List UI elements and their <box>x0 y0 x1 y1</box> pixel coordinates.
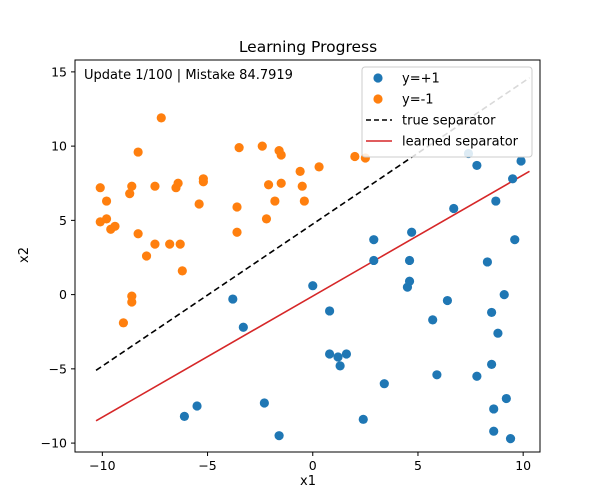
x-axis-label: x1 <box>300 474 316 489</box>
positive-point <box>482 257 492 267</box>
negative-point <box>198 174 208 184</box>
legend-label-negative: y=-1 <box>402 93 434 108</box>
y-axis-label: x2 <box>17 247 32 263</box>
positive-point <box>505 434 516 444</box>
negative-point <box>350 151 360 162</box>
x-tick-label: 5 <box>414 458 422 473</box>
plot-frame <box>74 59 541 453</box>
negative-point <box>270 196 280 206</box>
positive-point <box>324 306 335 316</box>
positive-point <box>238 322 248 332</box>
positive-point <box>369 255 379 266</box>
negative-point <box>276 178 286 188</box>
legend-label-positive: y=+1 <box>402 72 440 87</box>
legend-label-true-separator: true separator <box>402 114 496 129</box>
positive-point <box>472 371 482 381</box>
negative-point <box>173 178 183 188</box>
legend-marker-positive <box>373 73 383 83</box>
negative-point <box>165 239 175 249</box>
positive-point <box>449 203 459 214</box>
y-tick-label: 0 <box>59 287 67 302</box>
positive-point <box>487 307 497 318</box>
learned-separator-line <box>95 170 530 422</box>
positive-point <box>510 235 520 245</box>
positive-point <box>179 411 190 421</box>
negative-point <box>150 181 160 191</box>
negative-point <box>232 202 242 212</box>
legend-marker-negative <box>373 94 383 104</box>
legend-label-learned-separator: learned separator <box>402 135 519 150</box>
negative-point <box>127 297 137 307</box>
negative-point <box>133 147 143 157</box>
positive-point <box>493 328 503 338</box>
positive-point <box>432 370 442 380</box>
positive-point <box>324 349 335 359</box>
positive-point <box>379 379 389 389</box>
negative-point <box>257 141 267 151</box>
negative-point <box>150 239 160 249</box>
negative-point <box>261 214 272 224</box>
negative-point <box>299 196 309 206</box>
x-tick-label: −5 <box>198 458 216 473</box>
positive-point <box>442 295 453 306</box>
positive-point <box>516 156 526 166</box>
positive-point <box>404 255 415 266</box>
positive-point <box>358 414 368 424</box>
negative-point <box>118 318 128 328</box>
y-tick-label: 15 <box>51 64 67 79</box>
positive-point <box>228 294 238 304</box>
positive-point <box>508 174 518 184</box>
negative-point <box>194 199 204 209</box>
negative-point <box>276 150 286 160</box>
negative-point <box>141 251 152 261</box>
positive-point <box>407 227 417 237</box>
positive-point <box>489 426 499 436</box>
positive-point <box>404 276 415 286</box>
y-tick-label: 5 <box>59 213 67 228</box>
positive-point <box>335 361 345 371</box>
negative-point <box>177 266 187 276</box>
negative-point <box>297 181 307 191</box>
x-tick-label: 0 <box>309 458 317 473</box>
negative-point <box>101 214 112 224</box>
positive-point <box>472 160 482 171</box>
positive-point <box>489 404 499 414</box>
positive-point <box>192 401 202 411</box>
y-tick-label: −5 <box>49 361 67 376</box>
positive-point <box>259 398 269 408</box>
negative-point <box>156 113 166 123</box>
positive-point <box>491 196 501 206</box>
negative-point <box>295 166 305 176</box>
positive-point <box>369 235 379 245</box>
positive-point <box>428 315 438 325</box>
x-tick-label: 10 <box>515 458 531 473</box>
negative-point <box>125 189 135 199</box>
y-tick-label: −10 <box>41 436 67 451</box>
positive-point <box>501 393 511 404</box>
negative-point <box>101 196 112 206</box>
legend-box <box>361 66 533 158</box>
negative-point <box>175 239 185 249</box>
x-tick-label: −10 <box>89 458 115 473</box>
negative-point <box>234 143 244 153</box>
chart-title: Learning Progress <box>239 38 377 56</box>
negative-point <box>127 181 137 191</box>
update-annotation: Update 1/100 | Mistake 84.7919 <box>84 68 293 83</box>
negative-point <box>110 221 120 231</box>
positive-point <box>341 349 352 359</box>
positive-point <box>487 359 497 369</box>
positive-point <box>308 281 318 291</box>
positive-point <box>333 352 343 362</box>
positive-point <box>274 431 284 441</box>
negative-point <box>95 183 105 193</box>
negative-point <box>263 180 274 190</box>
true-separator-line <box>95 77 530 371</box>
negative-point <box>232 227 242 237</box>
y-tick-label: 10 <box>51 139 67 154</box>
negative-point <box>133 229 143 239</box>
negative-point <box>314 162 324 172</box>
positive-point <box>499 290 509 300</box>
